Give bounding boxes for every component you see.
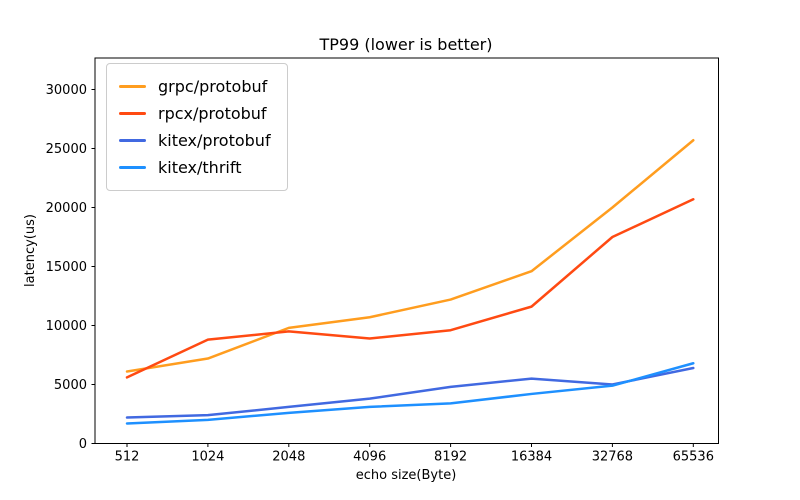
x-axis-label: echo size(Byte): [356, 468, 457, 483]
series-line-kitex-thrift: [125, 362, 695, 425]
legend-label: rpcx/protobuf: [158, 103, 267, 123]
y-tick-label: 5000: [54, 378, 87, 393]
x-tick-label: 16384: [511, 450, 552, 465]
chart-title: TP99 (lower is better): [318, 35, 492, 54]
legend-item: grpc/protobuf: [119, 73, 271, 100]
axes: 0 5000 10000 15000 20000 25000 30000 512 1024 204…: [46, 57, 719, 465]
y-tick-label: 25000: [46, 142, 87, 157]
series-line-kitex-protobuf: [125, 366, 695, 419]
x-tick-label: 32768: [592, 450, 633, 465]
legend-item: kitex/protobuf: [119, 127, 271, 154]
x-tick-label: 2048: [272, 450, 305, 465]
legend-item: kitex/thrift: [119, 154, 271, 181]
legend-label: grpc/protobuf: [158, 76, 268, 96]
legend-line-swatch: [119, 85, 146, 88]
axes-spines: [94, 57, 719, 444]
x-tick-label: 8192: [434, 450, 467, 465]
y-tick-label: 0: [79, 437, 87, 452]
x-tick-label: 4096: [353, 450, 386, 465]
series-line-grpc-protobuf: [125, 138, 695, 373]
series-line-rpcx-protobuf: [125, 197, 695, 379]
legend-item: rpcx/protobuf: [119, 100, 271, 127]
y-tick-label: 10000: [46, 319, 87, 334]
x-tick-label: 65536: [673, 450, 714, 465]
legend-line-swatch: [119, 112, 146, 115]
legend-label: kitex/protobuf: [158, 130, 271, 150]
y-tick-label: 20000: [46, 201, 87, 216]
legend-line-swatch: [119, 139, 146, 142]
y-tick-label: 15000: [46, 260, 87, 275]
series-lines: [125, 138, 695, 425]
y-tick-label: 30000: [46, 83, 87, 98]
legend: grpc/protobuf rpcx/protobuf kitex/protobuf…: [106, 63, 288, 191]
x-tick-label: 512: [115, 450, 140, 465]
legend-label: kitex/thrift: [158, 157, 242, 177]
x-tick-label: 1024: [191, 450, 224, 465]
legend-line-swatch: [119, 166, 146, 169]
y-axis-label: latency(us): [23, 214, 38, 287]
